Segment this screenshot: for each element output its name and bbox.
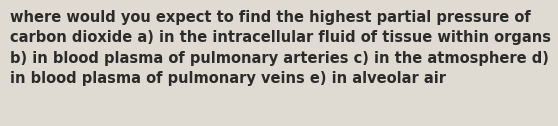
Text: where would you expect to find the highest partial pressure of
carbon dioxide a): where would you expect to find the highe…: [10, 10, 551, 86]
